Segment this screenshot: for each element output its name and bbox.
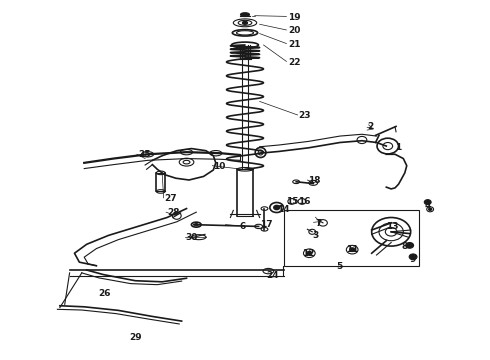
Bar [284, 210, 419, 266]
Text: 29: 29 [129, 333, 142, 342]
Circle shape [379, 223, 403, 241]
Ellipse shape [258, 150, 263, 155]
Text: 1: 1 [395, 143, 401, 152]
Circle shape [309, 229, 316, 234]
Ellipse shape [172, 212, 181, 219]
Circle shape [274, 205, 280, 210]
Ellipse shape [237, 31, 253, 35]
Ellipse shape [261, 228, 268, 231]
Text: 28: 28 [167, 208, 179, 217]
Circle shape [424, 200, 431, 204]
Ellipse shape [309, 180, 318, 185]
Text: 2: 2 [367, 122, 373, 131]
Text: 17: 17 [260, 220, 272, 229]
Circle shape [303, 249, 315, 257]
Text: 30: 30 [186, 233, 198, 242]
Text: 12: 12 [302, 249, 315, 258]
Circle shape [372, 217, 411, 246]
Text: 16: 16 [297, 197, 310, 206]
Ellipse shape [195, 224, 198, 226]
Text: 23: 23 [298, 111, 311, 120]
Circle shape [377, 138, 398, 154]
Ellipse shape [237, 167, 253, 171]
Text: 6: 6 [239, 222, 245, 231]
Ellipse shape [238, 20, 252, 25]
Text: 3: 3 [312, 231, 318, 240]
Ellipse shape [179, 158, 194, 166]
Ellipse shape [243, 21, 247, 24]
Ellipse shape [241, 13, 249, 17]
Ellipse shape [233, 19, 257, 27]
Ellipse shape [156, 190, 165, 193]
Ellipse shape [232, 42, 258, 48]
Ellipse shape [263, 269, 274, 274]
Text: 27: 27 [165, 194, 177, 203]
Text: 26: 26 [98, 289, 110, 298]
Ellipse shape [183, 160, 190, 164]
Text: 25: 25 [138, 150, 150, 159]
Text: 15: 15 [286, 197, 298, 206]
Circle shape [429, 208, 432, 210]
Text: 20: 20 [288, 26, 300, 35]
Ellipse shape [142, 152, 154, 157]
Text: 14: 14 [277, 205, 289, 214]
Circle shape [385, 228, 397, 236]
Circle shape [307, 251, 312, 255]
Text: 21: 21 [288, 40, 300, 49]
Ellipse shape [232, 30, 258, 36]
Circle shape [409, 254, 417, 260]
Ellipse shape [255, 148, 266, 157]
Text: 18: 18 [308, 176, 321, 185]
Circle shape [427, 207, 434, 212]
Circle shape [288, 199, 295, 204]
Circle shape [298, 199, 306, 204]
Circle shape [318, 220, 327, 226]
Text: 24: 24 [266, 271, 279, 280]
Text: 7: 7 [316, 219, 322, 228]
Circle shape [270, 203, 284, 212]
Ellipse shape [255, 224, 263, 229]
Ellipse shape [293, 180, 299, 184]
Text: 19: 19 [288, 13, 300, 22]
Text: 9: 9 [410, 255, 416, 264]
Ellipse shape [192, 235, 206, 240]
Circle shape [350, 248, 355, 251]
Text: 13: 13 [386, 222, 399, 231]
Text: 4: 4 [424, 201, 431, 210]
Circle shape [383, 143, 392, 150]
Ellipse shape [261, 207, 268, 210]
Text: 10: 10 [213, 162, 226, 171]
Circle shape [357, 136, 367, 144]
Ellipse shape [210, 150, 222, 156]
Ellipse shape [192, 222, 201, 227]
Circle shape [406, 243, 414, 248]
Text: 5: 5 [337, 262, 343, 271]
Text: 22: 22 [288, 58, 300, 67]
Ellipse shape [156, 171, 165, 175]
Ellipse shape [180, 149, 193, 155]
Text: 8: 8 [402, 242, 408, 251]
Circle shape [346, 246, 358, 254]
Text: 11: 11 [346, 245, 359, 254]
